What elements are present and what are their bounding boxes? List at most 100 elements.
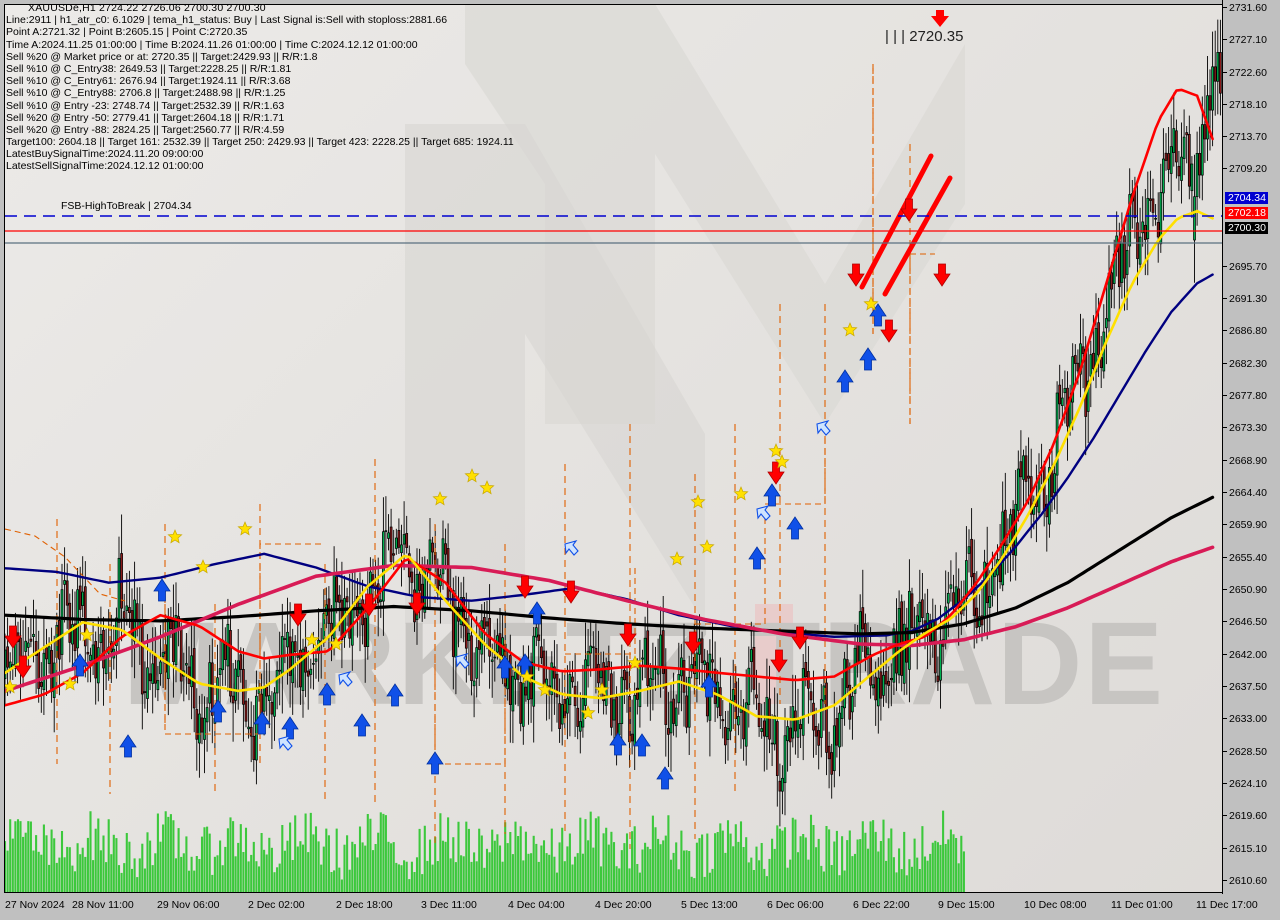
time-tick-label: 2 Dec 02:00	[248, 899, 305, 911]
price-tick: 2722.60	[1223, 68, 1267, 78]
price-tick-label: 2619.60	[1229, 810, 1267, 822]
price-tick: 2682.30	[1223, 359, 1267, 369]
buy-arrow-icon	[748, 546, 766, 570]
price-tick: 2637.50	[1223, 682, 1267, 692]
price-tick-label: 2664.40	[1229, 487, 1267, 499]
chart-plot-area[interactable]: MARKETZ TRADE	[4, 4, 1222, 893]
price-tick: 2619.60	[1223, 811, 1267, 821]
buy-arrow-icon	[859, 347, 877, 371]
price-tick-label: 2610.60	[1229, 875, 1267, 887]
pending-arrow-icon	[338, 671, 353, 687]
price-marker-black[interactable]: 2700.30	[1225, 222, 1268, 234]
buy-arrow-icon	[656, 766, 674, 790]
buy-arrow-icon	[836, 369, 854, 393]
star-marker-icon	[580, 705, 596, 720]
time-tick-label: 11 Dec 01:00	[1111, 899, 1173, 911]
price-tick: 2731.60	[1223, 3, 1267, 13]
star-marker-icon	[167, 529, 183, 544]
buy-arrow-icon	[426, 751, 444, 775]
sell-arrow-icon	[408, 592, 426, 616]
price-tick-label: 2709.20	[1229, 163, 1267, 175]
price-tick: 2633.00	[1223, 714, 1267, 724]
price-tick: 2727.10	[1223, 35, 1267, 45]
star-marker-icon	[699, 539, 715, 554]
sell-arrow-icon	[933, 263, 951, 287]
moving-average-lines	[5, 88, 1215, 721]
time-tick-label: 6 Dec 22:00	[853, 899, 910, 911]
time-tick-label: 6 Dec 06:00	[767, 899, 824, 911]
buy-arrow-icon	[119, 734, 137, 758]
price-tick: 2668.90	[1223, 456, 1267, 466]
price-tick: 2659.90	[1223, 520, 1267, 530]
buy-arrow-icon	[763, 483, 781, 507]
price-tick: 2695.70	[1223, 262, 1267, 272]
star-marker-icon	[863, 296, 879, 311]
horizontal-price-lines	[5, 215, 1222, 244]
sell-arrow-icon	[14, 655, 32, 679]
price-tick-label: 2677.80	[1229, 390, 1267, 402]
signal-markers	[5, 198, 951, 790]
price-tick: 2686.80	[1223, 326, 1267, 336]
price-tick-label: 2722.60	[1229, 67, 1267, 79]
price-tick-label: 2642.00	[1229, 649, 1267, 661]
time-axis[interactable]: 27 Nov 2024 28 Nov 11:00 29 Nov 06:00 2 Dec…	[0, 894, 1280, 920]
price-tick: 2642.00	[1223, 650, 1267, 660]
price-tick-label: 2673.30	[1229, 422, 1267, 434]
star-marker-icon	[79, 627, 95, 642]
price-tick: 2709.20	[1223, 164, 1267, 174]
sell-arrow-icon	[900, 198, 918, 222]
time-tick-label: 11 Dec 17:00	[1196, 899, 1258, 911]
star-marker-icon	[768, 443, 784, 458]
star-marker-icon	[842, 322, 858, 337]
pending-arrow-icon	[756, 505, 771, 521]
price-tick-label: 2718.10	[1229, 99, 1267, 111]
sell-arrow-icon	[619, 623, 637, 647]
pending-arrow-icon	[455, 653, 470, 669]
price-tick: 2610.60	[1223, 876, 1267, 886]
pending-arrow-icon	[278, 735, 293, 751]
pending-arrow-icon	[816, 420, 831, 436]
buy-arrow-icon	[253, 711, 271, 735]
time-tick-label: 4 Dec 20:00	[595, 899, 652, 911]
buy-arrow-icon	[496, 655, 514, 679]
volume-histogram	[5, 810, 965, 892]
price-tick: 2673.30	[1223, 423, 1267, 433]
price-tick-label: 2633.00	[1229, 713, 1267, 725]
sell-arrow-icon	[767, 461, 785, 485]
star-marker-icon	[237, 521, 253, 536]
price-tick-label: 2686.80	[1229, 325, 1267, 337]
price-tick-label: 2682.30	[1229, 358, 1267, 370]
price-tick-label: 2650.90	[1229, 584, 1267, 596]
time-tick-label: 10 Dec 08:00	[1024, 899, 1087, 911]
buy-arrow-icon	[353, 713, 371, 737]
price-tick-label: 2637.50	[1229, 681, 1267, 693]
price-tick-label: 2655.40	[1229, 552, 1267, 564]
price-tick: 2624.10	[1223, 779, 1267, 789]
buy-arrow-icon	[633, 733, 651, 757]
price-marker-blue[interactable]: 2704.34	[1225, 192, 1268, 204]
buy-arrow-icon	[209, 699, 227, 723]
star-marker-icon	[733, 486, 749, 501]
price-tick: 2650.90	[1223, 585, 1267, 595]
buy-arrow-icon	[786, 516, 804, 540]
price-axis[interactable]: 2731.60 2727.10 2722.60 2718.10 2713.70 2709.…	[1222, 0, 1280, 920]
chart-canvas	[5, 19, 1222, 892]
buy-arrow-icon	[869, 303, 887, 327]
star-marker-icon	[537, 682, 553, 697]
price-tick: 2615.10	[1223, 844, 1267, 854]
buy-arrow-icon	[318, 682, 336, 706]
buy-arrow-icon	[700, 674, 718, 698]
star-marker-icon	[519, 669, 535, 684]
price-marker-red[interactable]: 2702.18	[1225, 207, 1268, 219]
buy-arrow-icon	[386, 683, 404, 707]
time-tick-label: 3 Dec 11:00	[421, 899, 477, 911]
price-tick: 2664.40	[1223, 488, 1267, 498]
sell-arrow-icon	[847, 263, 865, 287]
sell-arrow-icon	[516, 575, 534, 599]
candlestick-series	[5, 19, 1222, 827]
star-marker-icon	[479, 480, 495, 495]
sell-arrow-icon	[684, 631, 702, 655]
buy-arrow-icon	[528, 601, 546, 625]
star-marker-icon	[62, 676, 78, 691]
